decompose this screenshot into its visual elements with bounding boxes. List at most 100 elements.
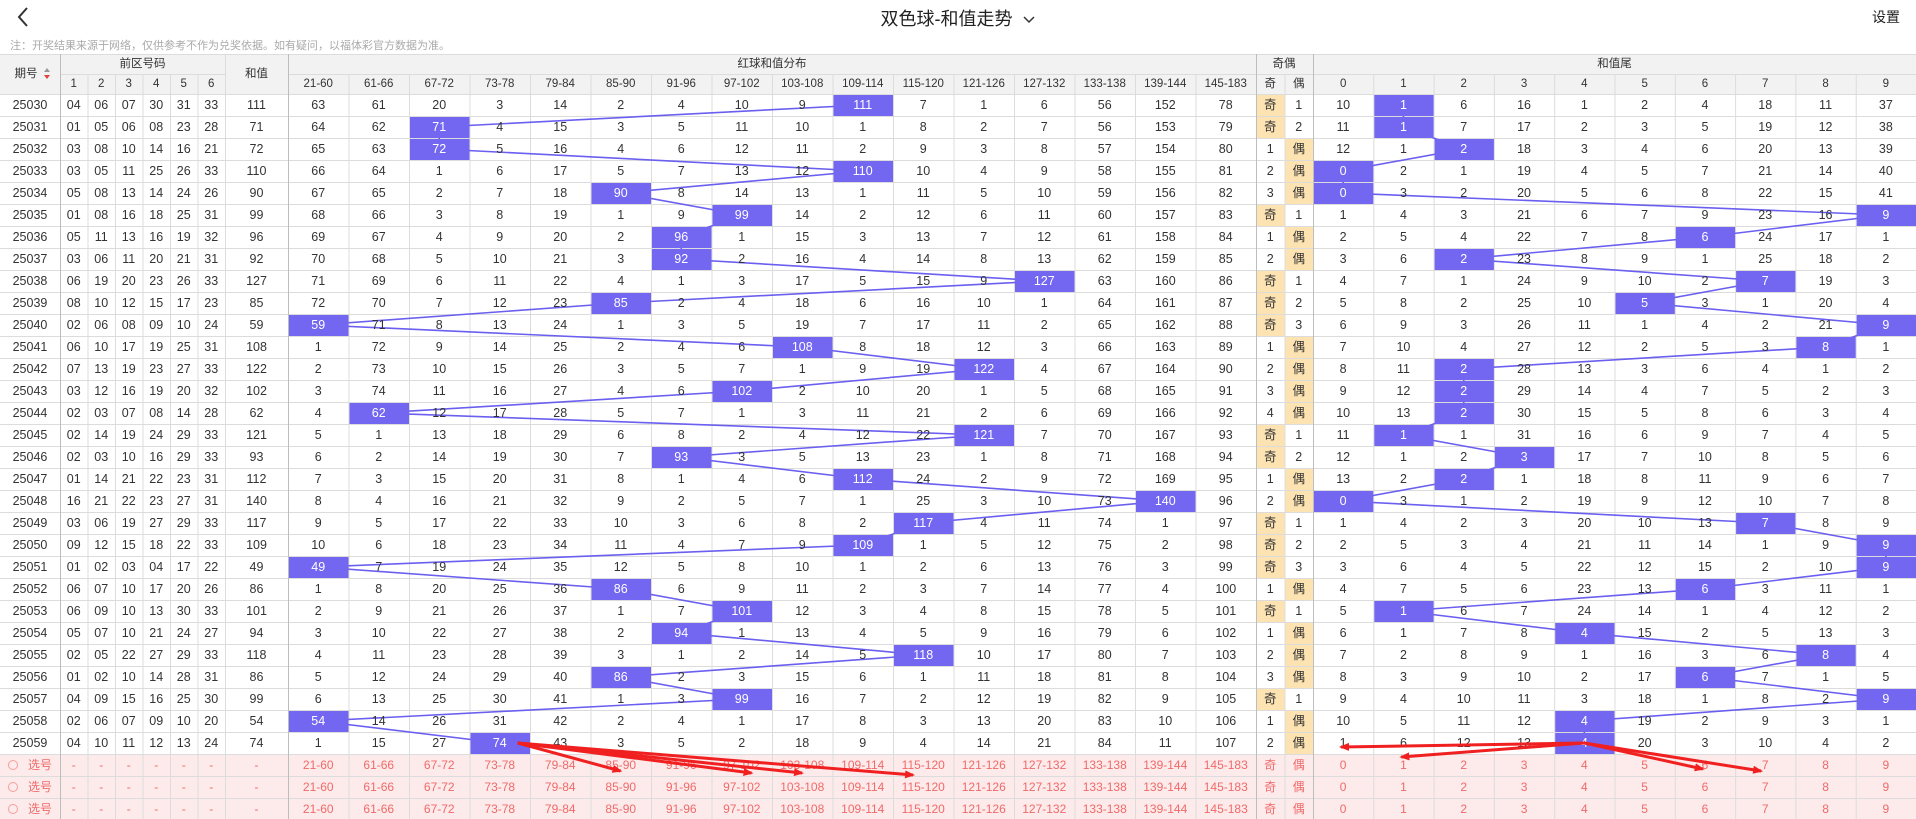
select-tail-option[interactable]: 3: [1521, 802, 1528, 816]
title-dropdown[interactable]: 双色球-和值走势: [880, 9, 1035, 29]
select-tail-option[interactable]: 8: [1822, 758, 1829, 772]
select-range-option[interactable]: 79-84: [545, 802, 576, 816]
select-range-option[interactable]: 85-90: [605, 780, 636, 794]
select-tail-option[interactable]: 7: [1762, 780, 1769, 794]
ball-cell: 06: [94, 318, 108, 332]
select-range-option[interactable]: 73-78: [484, 802, 515, 816]
select-tail-option[interactable]: 0: [1340, 780, 1347, 794]
select-range-option[interactable]: 91-96: [666, 802, 697, 816]
select-tail-option[interactable]: 6: [1702, 780, 1709, 794]
select-tail-option[interactable]: 3: [1521, 780, 1528, 794]
select-range-option[interactable]: 133-138: [1083, 758, 1127, 772]
select-tail-option[interactable]: 8: [1822, 780, 1829, 794]
select-range-option[interactable]: 133-138: [1083, 802, 1127, 816]
select-range-option[interactable]: 79-84: [545, 780, 576, 794]
select-label[interactable]: 选号: [28, 758, 52, 772]
select-row[interactable]: 选号 - - - - - - - 21-60 61-66 67-72 73-78 79-84 85-90 9…: [8, 780, 1890, 794]
select-range-option[interactable]: 97-102: [723, 802, 761, 816]
radio-icon[interactable]: [8, 760, 18, 770]
select-oe-option[interactable]: 偶: [1293, 758, 1305, 772]
select-tail-option[interactable]: 0: [1340, 758, 1347, 772]
settings-button[interactable]: 设置: [1872, 9, 1900, 25]
select-range-option[interactable]: 139-144: [1143, 758, 1187, 772]
select-range-option[interactable]: 103-108: [780, 802, 824, 816]
select-tail-option[interactable]: 2: [1460, 780, 1467, 794]
select-oe-option[interactable]: 奇: [1264, 758, 1276, 772]
select-range-option[interactable]: 79-84: [545, 758, 576, 772]
select-tail-option[interactable]: 7: [1762, 758, 1769, 772]
tail-hit-value: 6: [1701, 582, 1708, 596]
select-range-option[interactable]: 97-102: [723, 780, 761, 794]
select-range-option[interactable]: 115-120: [902, 758, 945, 772]
select-tail-option[interactable]: 5: [1641, 758, 1648, 772]
select-range-option[interactable]: 121-126: [962, 780, 1006, 794]
select-range-option[interactable]: 67-72: [424, 758, 455, 772]
select-range-option[interactable]: 109-114: [841, 758, 884, 772]
select-range-option[interactable]: 115-120: [902, 780, 945, 794]
select-range-option[interactable]: 139-144: [1143, 802, 1187, 816]
select-tail-option[interactable]: 8: [1822, 802, 1829, 816]
select-range-option[interactable]: 127-132: [1022, 780, 1066, 794]
select-tail-option[interactable]: 5: [1641, 802, 1648, 816]
select-range-option[interactable]: 121-126: [962, 758, 1006, 772]
select-tail-option[interactable]: 3: [1521, 758, 1528, 772]
select-range-option[interactable]: 109-114: [841, 802, 884, 816]
select-range-option[interactable]: 115-120: [902, 802, 945, 816]
select-range-option[interactable]: 67-72: [424, 802, 455, 816]
select-range-option[interactable]: 145-183: [1204, 758, 1248, 772]
select-tail-option[interactable]: 2: [1460, 758, 1467, 772]
select-range-option[interactable]: 73-78: [484, 780, 515, 794]
select-tail-option[interactable]: 4: [1581, 780, 1588, 794]
select-range-option[interactable]: 103-108: [780, 780, 824, 794]
select-range-option[interactable]: 133-138: [1083, 780, 1127, 794]
select-tail-option[interactable]: 1: [1400, 802, 1407, 816]
select-range-option[interactable]: 61-66: [363, 758, 394, 772]
select-range-option[interactable]: 85-90: [605, 758, 636, 772]
select-range-option[interactable]: 145-183: [1204, 780, 1248, 794]
col-issue[interactable]: 期号: [15, 67, 38, 80]
select-oe-option[interactable]: 奇: [1264, 802, 1276, 816]
select-range-option[interactable]: 145-183: [1204, 802, 1248, 816]
select-oe-option[interactable]: 偶: [1293, 802, 1305, 816]
select-label[interactable]: 选号: [28, 802, 52, 816]
select-tail-option[interactable]: 9: [1883, 758, 1890, 772]
select-range-option[interactable]: 109-114: [841, 780, 884, 794]
select-tail-option[interactable]: 7: [1762, 802, 1769, 816]
select-tail-option[interactable]: 5: [1641, 780, 1648, 794]
select-range-option[interactable]: 139-144: [1143, 780, 1187, 794]
range-miss-value: 22: [493, 516, 507, 530]
select-oe-option[interactable]: 偶: [1293, 780, 1305, 794]
select-range-option[interactable]: 61-66: [363, 802, 394, 816]
radio-icon[interactable]: [8, 804, 18, 814]
sort-desc-icon[interactable]: [44, 75, 50, 79]
select-range-option[interactable]: 67-72: [424, 780, 455, 794]
select-row[interactable]: 选号 - - - - - - - 21-60 61-66 67-72 73-78 79-84 85-90 9…: [8, 802, 1890, 816]
select-range-option[interactable]: 21-60: [303, 780, 334, 794]
select-tail-option[interactable]: 6: [1702, 758, 1709, 772]
select-range-option[interactable]: 73-78: [484, 758, 515, 772]
select-tail-option[interactable]: 4: [1581, 758, 1588, 772]
select-range-option[interactable]: 127-132: [1022, 758, 1066, 772]
select-tail-option[interactable]: 4: [1581, 802, 1588, 816]
sort-icon[interactable]: [44, 68, 50, 72]
select-range-option[interactable]: 85-90: [605, 802, 636, 816]
select-tail-option[interactable]: 2: [1460, 802, 1467, 816]
select-range-option[interactable]: 21-60: [303, 758, 334, 772]
select-range-option[interactable]: 127-132: [1022, 802, 1066, 816]
select-range-option[interactable]: 91-96: [666, 780, 697, 794]
select-tail-option[interactable]: 9: [1883, 780, 1890, 794]
select-range-option[interactable]: 61-66: [363, 780, 394, 794]
tail-miss-value: 12: [1698, 494, 1712, 508]
select-tail-option[interactable]: 1: [1400, 758, 1407, 772]
select-range-option[interactable]: 121-126: [962, 802, 1006, 816]
select-tail-option[interactable]: 9: [1883, 802, 1890, 816]
select-range-option[interactable]: 21-60: [303, 802, 334, 816]
range-miss-value: 40: [553, 670, 567, 684]
select-oe-option[interactable]: 奇: [1264, 780, 1276, 794]
select-tail-option[interactable]: 1: [1400, 780, 1407, 794]
select-tail-option[interactable]: 6: [1702, 802, 1709, 816]
select-label[interactable]: 选号: [28, 780, 52, 794]
select-tail-option[interactable]: 0: [1340, 802, 1347, 816]
back-button[interactable]: [8, 2, 38, 32]
radio-icon[interactable]: [8, 782, 18, 792]
